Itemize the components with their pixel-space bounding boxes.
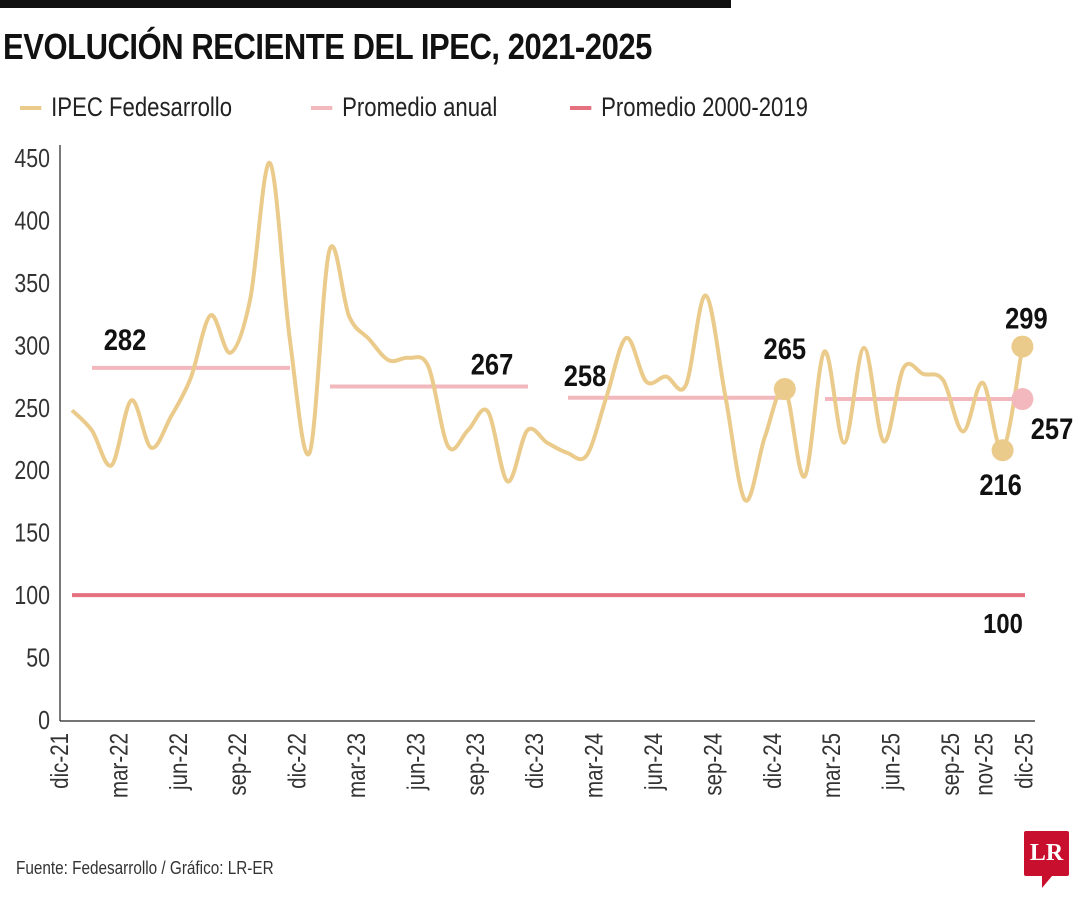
y-tick-label: 200 (14, 456, 50, 486)
x-tick-label: jun-23 (401, 733, 429, 791)
y-tick-label: 450 (14, 144, 50, 174)
legend-swatch (310, 105, 332, 110)
x-tick-label: mar-25 (817, 733, 845, 798)
x-tick-label: sep-22 (223, 733, 251, 796)
promedio-anual-label: 267 (471, 348, 514, 381)
x-tick-label: dic-24 (758, 733, 786, 789)
y-tick-label: 50 (26, 644, 50, 674)
ipec-value-label: 216 (979, 468, 1022, 501)
source-note: Fuente: Fedesarrollo / Gráfico: LR-ER (16, 858, 274, 878)
ipec-value-label: 265 (764, 332, 807, 365)
ipec-marker (1011, 335, 1034, 358)
promedio-anual-marker (1011, 388, 1034, 411)
logo-text: LR (1029, 840, 1064, 866)
top-rule (0, 0, 731, 8)
x-tick-label: sep-25 (936, 733, 964, 796)
x-tick-label: mar-23 (342, 733, 370, 798)
x-tick-label: jun-24 (639, 733, 667, 791)
promedio-anual-label: 257 (1031, 412, 1074, 445)
x-tick-label: mar-22 (104, 733, 132, 798)
legend-swatch (20, 105, 42, 110)
legend-label: Promedio anual (341, 92, 497, 122)
legend-swatch (569, 105, 592, 110)
x-tick-label: nov-25 (970, 733, 998, 796)
ipec-marker (991, 439, 1014, 462)
legend-item-promedio-anual: Promedio anual (310, 92, 497, 123)
promedio-2000-2019-label: 100 (983, 607, 1023, 639)
legend: IPEC Fedesarrollo Promedio anual Promedi… (20, 92, 892, 123)
x-tick-label: sep-24 (698, 733, 726, 796)
ipec-marker (773, 378, 796, 401)
legend-item-ipec: IPEC Fedesarrollo (20, 92, 232, 123)
x-tick-label: dic-21 (45, 733, 73, 789)
ipec-value-label: 299 (1005, 302, 1048, 335)
legend-item-promedio-historico: Promedio 2000-2019 (569, 92, 808, 123)
x-tick-label: dic-23 (520, 733, 548, 789)
x-tick-label: dic-22 (283, 733, 311, 789)
y-tick-label: 0 (38, 706, 50, 736)
promedio-anual-label: 282 (104, 323, 147, 356)
x-tick-label: mar-24 (580, 733, 608, 798)
x-tick-label: sep-23 (461, 733, 489, 796)
lr-logo: LR (1024, 831, 1069, 888)
y-tick-label: 350 (14, 269, 50, 299)
x-tick-label: jun-22 (164, 733, 192, 791)
x-tick-label: dic-25 (1009, 733, 1037, 789)
legend-label: Promedio 2000-2019 (600, 92, 808, 122)
y-tick-label: 300 (14, 331, 50, 361)
y-tick-label: 400 (14, 206, 50, 236)
chart-title: EVOLUCIÓN RECIENTE DEL IPEC, 2021-2025 (3, 26, 652, 67)
y-tick-label: 100 (14, 581, 50, 611)
y-tick-label: 150 (14, 519, 50, 549)
ipec-line (70, 160, 1025, 503)
x-tick-label: jun-25 (877, 733, 905, 791)
legend-label: IPEC Fedesarrollo (51, 92, 233, 122)
y-tick-label: 250 (14, 394, 50, 424)
promedio-anual-label: 258 (564, 359, 607, 392)
